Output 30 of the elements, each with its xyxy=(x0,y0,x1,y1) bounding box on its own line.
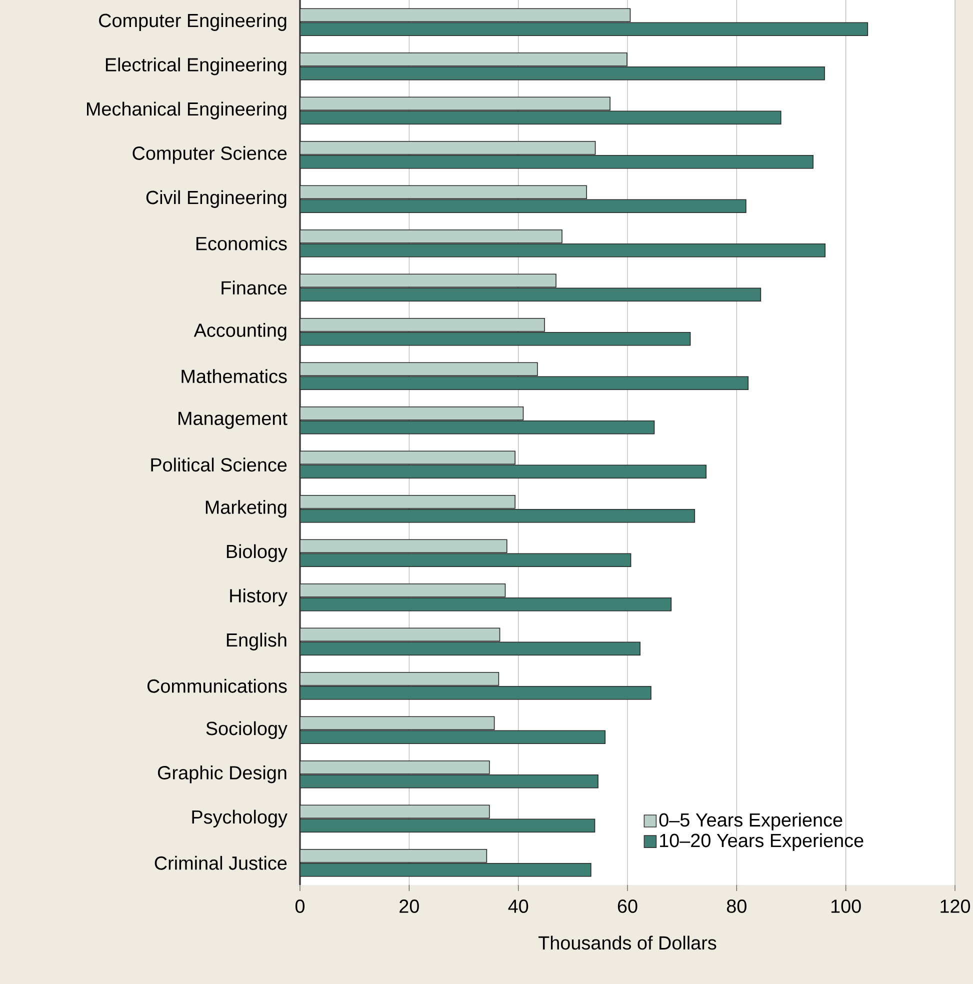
x-tick-label: 60 xyxy=(618,900,638,913)
x-tick-label: 120 xyxy=(940,900,970,913)
y-tick-label: Biology xyxy=(226,544,288,562)
x-tick-label: 0 xyxy=(295,900,305,913)
y-tick-label: Mechanical Engineering xyxy=(87,102,286,120)
y-tick-label: Accounting xyxy=(194,323,286,341)
y-tick-label: Marketing xyxy=(206,500,286,518)
x-tick-label: 80 xyxy=(726,900,746,913)
y-tick-label: English xyxy=(226,632,286,650)
y-tick-label: Graphic Design xyxy=(158,766,286,784)
x-tick-label: 100 xyxy=(831,900,861,913)
y-tick-label: Finance xyxy=(222,280,287,295)
x-axis-title: Thousands of Dollars xyxy=(538,936,716,950)
y-tick-label: Civil Engineering xyxy=(146,190,286,208)
y-tick-label: Electrical Engineering xyxy=(106,58,286,76)
y-tick-label: Political Science xyxy=(151,458,287,472)
legend-label: 0–5 Years Experience xyxy=(659,812,842,830)
legend-label: 10–20 Years Experience xyxy=(660,833,864,851)
x-tick-label: 40 xyxy=(508,900,528,913)
y-tick-label: Sociology xyxy=(206,721,288,739)
y-tick-label: Mathematics xyxy=(182,369,287,384)
y-tick-label: Psychology xyxy=(192,810,288,828)
y-tick-label: Computer Engineering xyxy=(99,13,286,31)
y-tick-label: History xyxy=(230,588,288,606)
y-tick-label: Management xyxy=(178,412,288,429)
y-tick-label: Economics xyxy=(196,236,287,250)
x-tick-label: 20 xyxy=(400,900,419,913)
y-tick-label: Computer Science xyxy=(132,146,287,164)
y-tick-label: Communications xyxy=(147,678,287,693)
y-tick-label: Criminal Justice xyxy=(154,856,287,870)
